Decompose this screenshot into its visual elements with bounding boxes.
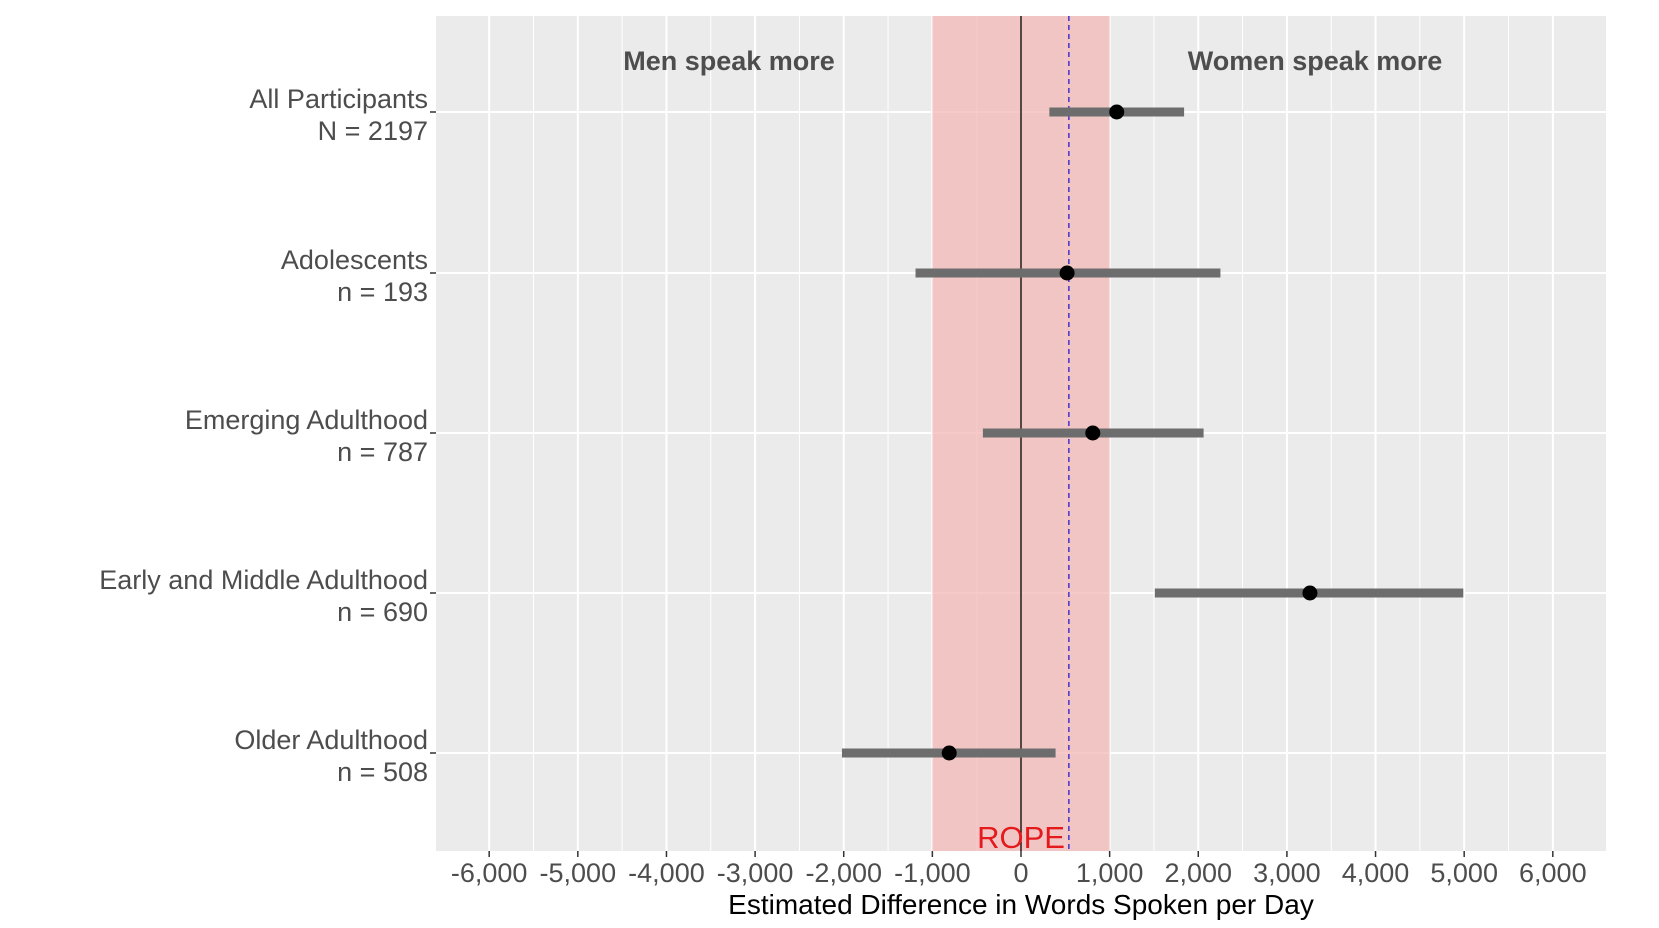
x-tick-label: 1,000 [1076, 858, 1144, 888]
men-speak-more-label: Men speak more [623, 46, 835, 76]
estimate-point [1059, 265, 1075, 281]
interval-marks [841, 104, 1464, 761]
x-tick-label: 5,000 [1430, 858, 1498, 888]
x-tick-label: -1,000 [894, 858, 971, 888]
women-speak-more-label: Women speak more [1188, 46, 1443, 76]
estimate-point [941, 745, 957, 761]
x-tick-label: -5,000 [540, 858, 617, 888]
x-tick-labels: -6,000 -5,000 -4,000 -3,000 -2,000 -1,000 0 1,0… [451, 851, 1587, 888]
x-tick-label: -2,000 [805, 858, 882, 888]
x-tick-label: 0 [1013, 858, 1028, 888]
x-tick-label: -4,000 [628, 858, 705, 888]
estimate-point [1085, 425, 1101, 441]
x-tick-label: 6,000 [1519, 858, 1587, 888]
category-label: Adolescents [281, 245, 428, 275]
estimate-point [1302, 585, 1318, 601]
category-label: Older Adulthood [234, 725, 428, 755]
x-tick-label: 3,000 [1253, 858, 1321, 888]
category-label: Emerging Adulthood [185, 405, 428, 435]
category-sample-size: n = 690 [337, 597, 428, 627]
x-tick-label: -3,000 [717, 858, 794, 888]
category-sample-size: N = 2197 [318, 116, 428, 146]
x-tick-label: 4,000 [1342, 858, 1410, 888]
category-label: Early and Middle Adulthood [99, 565, 428, 595]
category-sample-size: n = 508 [337, 757, 428, 787]
rope-label: ROPE [977, 820, 1065, 855]
x-axis-title: Estimated Difference in Words Spoken per… [728, 889, 1314, 920]
x-tick-label: 2,000 [1164, 858, 1232, 888]
estimate-point [1109, 104, 1125, 120]
category-sample-size: n = 787 [337, 437, 428, 467]
category-sample-size: n = 193 [337, 277, 428, 307]
category-label: All Participants [249, 84, 428, 114]
x-tick-label: -6,000 [451, 858, 528, 888]
